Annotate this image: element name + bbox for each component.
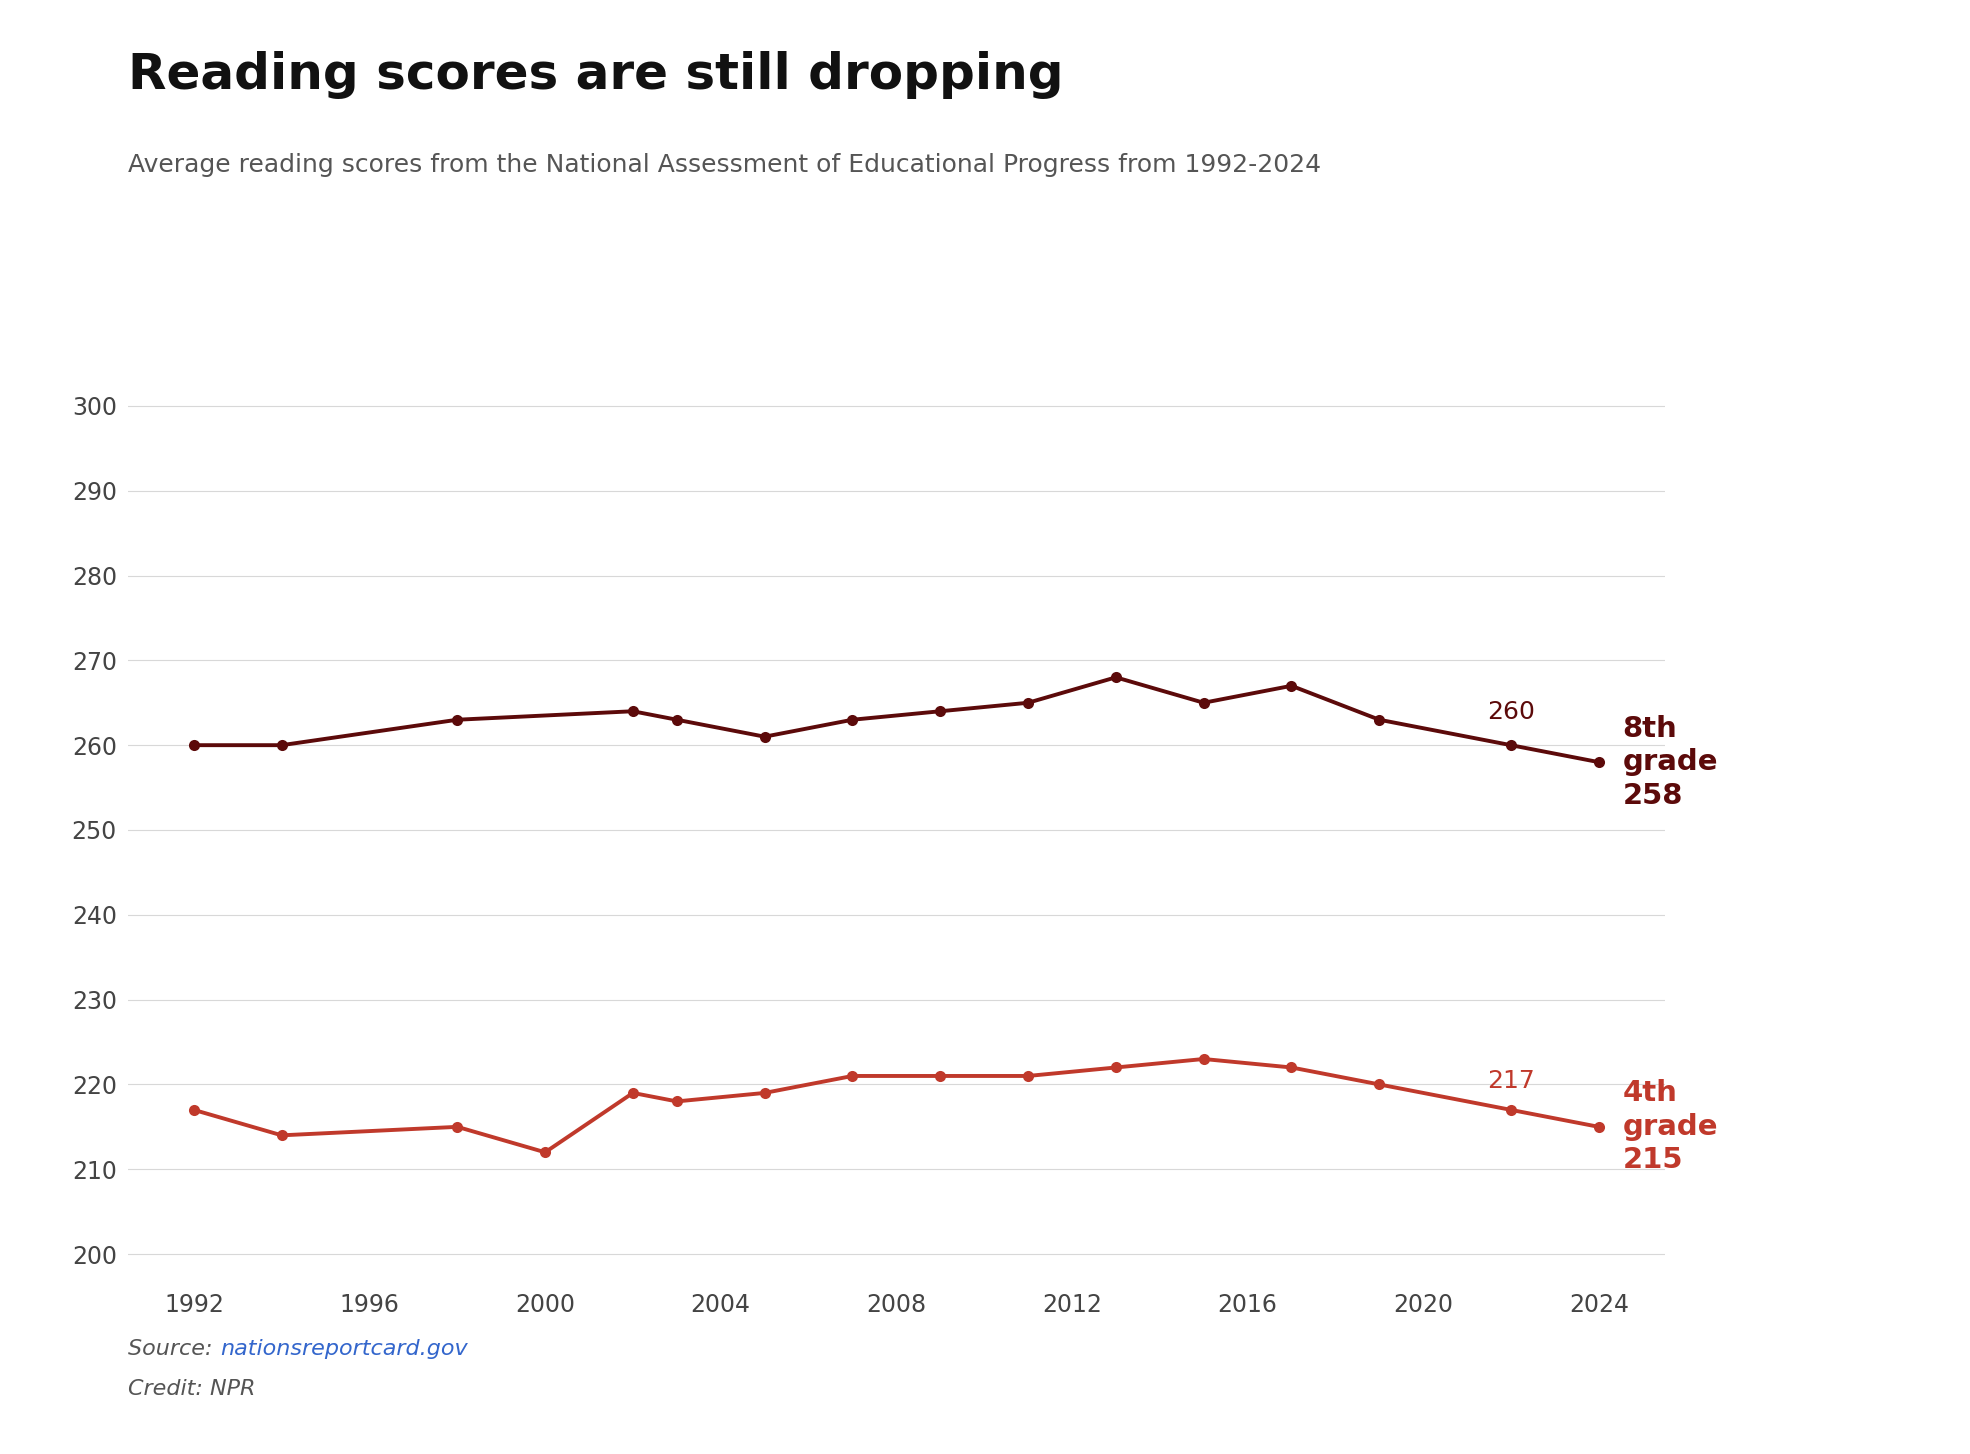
- Text: 8th
grade
258: 8th grade 258: [1623, 714, 1718, 810]
- Text: 260: 260: [1487, 699, 1535, 724]
- Text: Source:: Source:: [128, 1339, 221, 1359]
- Text: Reading scores are still dropping: Reading scores are still dropping: [128, 51, 1064, 99]
- Text: 217: 217: [1487, 1069, 1535, 1093]
- Text: Credit: NPR: Credit: NPR: [128, 1378, 256, 1399]
- Text: Average reading scores from the National Assessment of Educational Progress from: Average reading scores from the National…: [128, 153, 1322, 177]
- Text: 4th
grade
215: 4th grade 215: [1623, 1079, 1718, 1175]
- Text: nationsreportcard.gov: nationsreportcard.gov: [221, 1339, 469, 1359]
